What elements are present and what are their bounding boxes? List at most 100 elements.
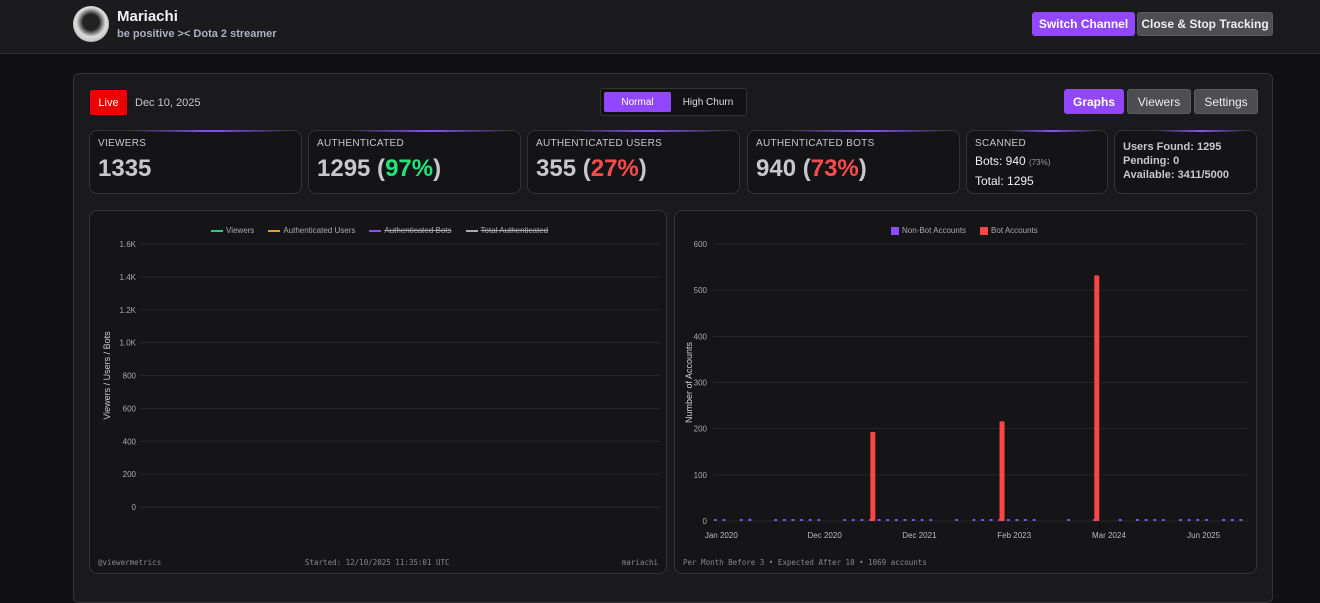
value: 355 xyxy=(536,155,577,182)
card-label: AUTHENTICATED BOTS xyxy=(756,138,875,149)
non-bot-bar xyxy=(1204,519,1209,521)
non-bot-bar xyxy=(722,519,726,521)
card-label: AUTHENTICATED USERS xyxy=(536,138,663,149)
chart-legend: Non-Bot Accounts Bot Accounts xyxy=(891,226,1038,235)
non-bot-bar xyxy=(739,519,743,521)
top-bar: Mariachi be positive >< Dota 2 streamer … xyxy=(0,0,1320,54)
scanned-bots: Bots: 940 (73%) xyxy=(975,154,1099,168)
bot-bar xyxy=(999,421,1005,521)
y-tick-label: 200 xyxy=(694,425,708,434)
y-tick-label: 400 xyxy=(123,437,137,446)
non-bot-bar xyxy=(808,519,812,521)
card-authenticated-users: AUTHENTICATED USERS 355 (27%) xyxy=(527,130,740,194)
non-bot-bar xyxy=(713,519,718,521)
chart-legend: Viewers Authenticated Users Authenticate… xyxy=(211,226,548,235)
non-bot-bar xyxy=(1144,519,1148,521)
footer-handle: @viewermetrics xyxy=(98,558,162,567)
y-tick-label: 200 xyxy=(123,470,137,479)
legend-bot[interactable]: Bot Accounts xyxy=(980,226,1038,235)
x-tick-label: Jun 2025 xyxy=(1187,531,1220,540)
non-bot-bar xyxy=(1066,519,1071,521)
users-found: Users Found: 1295 xyxy=(1123,141,1222,153)
non-bot-bar xyxy=(1187,519,1191,521)
non-bot-bar xyxy=(903,519,907,521)
x-tick-label: Jan 2020 xyxy=(705,531,738,540)
non-bot-bar xyxy=(1161,519,1165,521)
non-bot-bar xyxy=(1135,519,1140,521)
percent: 27% xyxy=(590,155,639,182)
non-bot-bar xyxy=(1178,519,1183,521)
y-tick-label: 800 xyxy=(123,372,137,381)
viewers-line-chart: Viewers Authenticated Users Authenticate… xyxy=(89,210,667,574)
legend-authenticated-bots[interactable]: Authenticated Bots xyxy=(369,226,452,235)
x-tick-label: Dec 2020 xyxy=(808,531,843,540)
non-bot-bar xyxy=(1006,519,1010,521)
card-authenticated-bots: AUTHENTICATED BOTS 940 (73%) xyxy=(747,130,960,194)
bot-bar xyxy=(1094,275,1100,521)
legend-non-bot[interactable]: Non-Bot Accounts xyxy=(891,226,966,235)
percent: 97% xyxy=(385,155,434,182)
card-label: VIEWERS xyxy=(98,138,147,149)
non-bot-bar xyxy=(1230,519,1234,521)
y-tick-label: 500 xyxy=(694,286,708,295)
tab-viewers[interactable]: Viewers xyxy=(1127,89,1191,114)
y-tick-label: 300 xyxy=(694,379,708,388)
bar-chart-plot: 0 100 200 300 400 500 600 Number of Accounts Jan… xyxy=(684,240,1247,540)
non-bot-bar xyxy=(842,519,847,521)
y-tick-label: 600 xyxy=(123,404,137,413)
non-bot-bar xyxy=(774,519,778,521)
x-tick-label: Feb 2023 xyxy=(997,531,1031,540)
legend-total-authenticated[interactable]: Total Authenticated xyxy=(465,226,548,235)
y-tick-label: 400 xyxy=(694,332,708,341)
y-tick-label: 1.2K xyxy=(120,306,137,315)
card-viewers: VIEWERS 1335 xyxy=(89,130,302,194)
legend-viewers[interactable]: Viewers xyxy=(211,226,254,235)
y-axis-label: Number of Accounts xyxy=(684,341,694,423)
non-bot-bar xyxy=(817,519,821,521)
card-label: AUTHENTICATED xyxy=(317,138,405,149)
percent: 73% xyxy=(810,155,859,182)
tab-graphs[interactable]: Graphs xyxy=(1064,89,1124,114)
mode-high-churn[interactable]: High Churn xyxy=(682,96,734,108)
channel-name: Mariachi xyxy=(117,8,178,25)
available: Available: 3411/5000 xyxy=(1123,169,1230,181)
channel-subtitle: be positive >< Dota 2 streamer xyxy=(117,28,277,40)
non-bot-bar xyxy=(1196,519,1200,521)
footer-channel: mariachi xyxy=(621,558,658,567)
close-stop-tracking-button[interactable]: Close & Stop Tracking xyxy=(1137,12,1273,36)
bots-percent: (73%) xyxy=(1029,158,1051,167)
tab-settings[interactable]: Settings xyxy=(1194,89,1258,114)
non-bot-bar xyxy=(1118,519,1122,521)
mode-toggle: Normal High Churn xyxy=(600,88,747,116)
y-tick-label: 0 xyxy=(132,503,137,512)
card-value: 1335 xyxy=(98,155,152,182)
value: 1295 xyxy=(317,155,371,182)
non-bot-bar xyxy=(886,519,890,521)
footer-started: Started: 12/10/2025 11:35:01 UTC xyxy=(305,558,450,567)
x-tick-label: Dec 2021 xyxy=(902,531,937,540)
session-date: Dec 10, 2025 xyxy=(135,97,201,109)
legend-authenticated-users[interactable]: Authenticated Users xyxy=(268,226,355,235)
non-bot-bar xyxy=(1239,519,1243,521)
non-bot-bar xyxy=(1023,519,1028,521)
non-bot-bar xyxy=(860,519,864,521)
non-bot-bar xyxy=(782,519,787,521)
line-chart-plot: 0 200 400 600 800 1.0K 1.2K 1.4K 1.6K Viewers / U… xyxy=(102,240,660,512)
pending: Pending: 0 xyxy=(1123,155,1180,167)
dashboard-panel: Live Dec 10, 2025 Normal High Churn Grap… xyxy=(73,73,1273,603)
mode-normal[interactable]: Normal xyxy=(604,92,671,112)
y-tick-label: 600 xyxy=(694,240,708,249)
scanned-total: Total: 1295 xyxy=(975,174,1034,188)
card-queue: Users Found: 1295 Pending: 0 Available: … xyxy=(1114,130,1257,194)
card-value: 355 (27%) xyxy=(536,155,647,182)
non-bot-bar xyxy=(972,519,976,521)
switch-channel-button[interactable]: Switch Channel xyxy=(1032,12,1135,36)
non-bot-bar xyxy=(894,519,898,521)
card-value: 1295 (97%) xyxy=(317,155,442,182)
channel-avatar xyxy=(73,6,109,42)
y-tick-label: 0 xyxy=(703,517,708,526)
value: 940 xyxy=(756,155,797,182)
non-bot-bar xyxy=(980,519,985,521)
non-bot-bar xyxy=(989,519,993,521)
y-tick-label: 1.6K xyxy=(120,240,137,249)
